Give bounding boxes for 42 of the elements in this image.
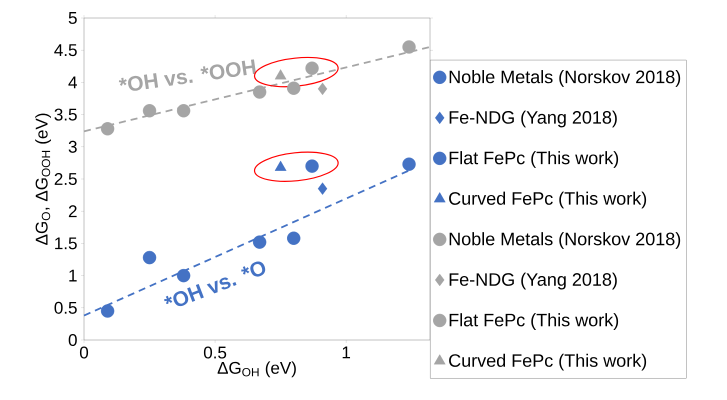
- point: [176, 268, 190, 282]
- point: [318, 182, 328, 195]
- y-tick-label: 1.5: [55, 237, 77, 250]
- point: [176, 104, 190, 118]
- point: [287, 232, 300, 245]
- point: [318, 82, 328, 96]
- x-axis-title: ΔG$_{OH}$ (eV): [218, 361, 296, 378]
- point: [252, 85, 266, 99]
- legend-label: Flat FePc (This work): [450, 313, 618, 330]
- point: [287, 81, 300, 95]
- x-tick-label: 0.5: [204, 346, 226, 359]
- legend-label: Fe-NDG (Yang 2018): [450, 272, 617, 290]
- y-tick-label: 3.5: [54, 108, 77, 121]
- point: [305, 159, 319, 173]
- point: [305, 62, 319, 75]
- point: [142, 104, 156, 118]
- y-tick-label: 0: [68, 334, 77, 346]
- annotation: *OH vs. *O: [164, 261, 266, 306]
- x-tick-label: 1: [342, 346, 350, 358]
- point: [402, 157, 416, 171]
- annotation: *OH vs. *OOH: [118, 59, 256, 91]
- point: [100, 122, 114, 136]
- legend-label: Noble Metals (Norskov 2018): [450, 232, 680, 249]
- legend-label: Fe-NDG (Yang 2018): [450, 110, 617, 128]
- y-tick-label: 1: [69, 270, 77, 282]
- point: [100, 304, 114, 318]
- x-tick-label: 0: [80, 346, 88, 359]
- point: [252, 235, 266, 249]
- y-tick-label: 3: [68, 140, 77, 153]
- point: [402, 40, 416, 54]
- y-tick-label: 4: [68, 76, 77, 88]
- y-axis-title: ΔG$_{O}$, ΔG$_{OOH}$ (eV): [35, 114, 52, 245]
- y-tick-label: 0.5: [54, 302, 77, 314]
- y-tick-label: 4.5: [54, 44, 77, 56]
- y-tick-label: 2: [68, 205, 77, 218]
- y-tick-label: 5: [68, 12, 77, 24]
- point: [142, 250, 156, 264]
- legend-label: Flat FePc (This work): [450, 151, 618, 168]
- legend-label: Noble Metals (Norskov 2018): [450, 70, 680, 87]
- y-tick-label: 2.5: [54, 172, 77, 186]
- legend-label: Curved FePc (This work): [449, 354, 646, 370]
- legend-label: Curved FePc (This work): [449, 192, 646, 208]
